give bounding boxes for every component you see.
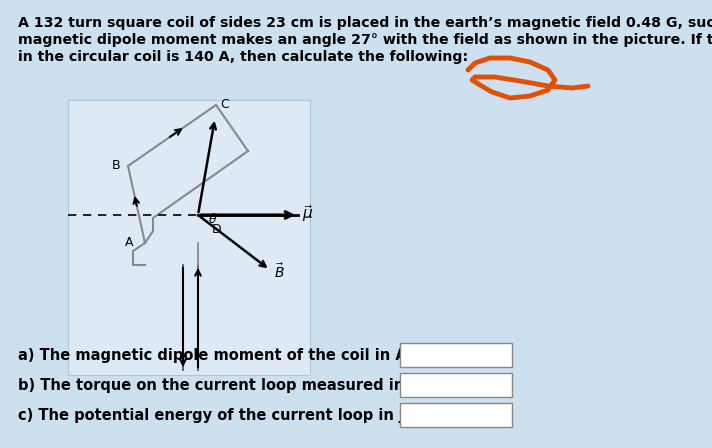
Text: A: A [125,236,134,249]
Text: C: C [220,98,229,111]
Text: A 132 turn square coil of sides 23 cm is placed in the earth’s magnetic field 0.: A 132 turn square coil of sides 23 cm is… [18,16,712,30]
FancyBboxPatch shape [400,343,512,367]
FancyBboxPatch shape [400,403,512,427]
Text: c) The potential energy of the current loop in joules =: c) The potential energy of the current l… [18,408,466,422]
Text: b) The torque on the current loop measured in Nm =: b) The torque on the current loop measur… [18,378,454,392]
FancyBboxPatch shape [68,100,310,375]
Text: a) The magnetic dipole moment of the coil in Am² =: a) The magnetic dipole moment of the coi… [18,348,446,362]
Text: B: B [112,159,120,172]
Text: $\theta$: $\theta$ [208,212,217,226]
Text: $\vec{\mu}$: $\vec{\mu}$ [302,203,313,224]
FancyBboxPatch shape [400,373,512,397]
Text: magnetic dipole moment makes an angle 27° with the field as shown in the picture: magnetic dipole moment makes an angle 27… [18,33,712,47]
Text: D: D [212,223,221,236]
Text: $\vec{B}$: $\vec{B}$ [274,263,285,281]
Text: in the circular coil is 140 A, then calculate the following:: in the circular coil is 140 A, then calc… [18,50,468,64]
